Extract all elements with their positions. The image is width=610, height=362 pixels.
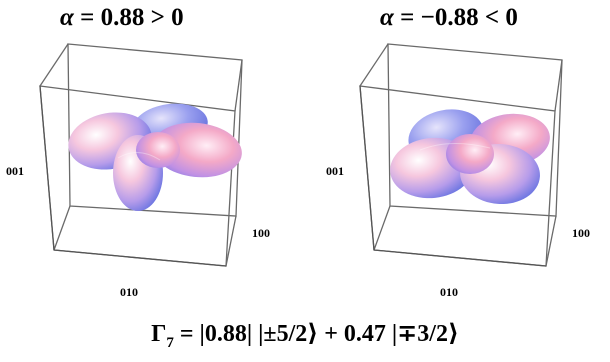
orbital-3d-plot [39, 43, 243, 267]
orbital-3d-plot [359, 43, 563, 267]
title-alpha-positive: α = 0.88 > 0 [60, 4, 184, 32]
axis-label-100: 100 [572, 226, 590, 240]
axis-label-001: 001 [326, 164, 344, 178]
orbital-surface [68, 103, 242, 211]
orbital-plot-alpha-negative: 001 010 100 [326, 38, 600, 308]
axis-label-010: 010 [120, 285, 138, 299]
title-value: = −0.88 < 0 [393, 4, 518, 31]
axis-label-100: 100 [252, 226, 270, 240]
gamma-symbol: Γ [151, 321, 167, 347]
axis-label-010: 010 [440, 285, 458, 299]
gamma-subscript: 7 [166, 334, 174, 351]
alpha-symbol: α [60, 4, 74, 31]
axis-label-001: 001 [6, 164, 24, 178]
formula-expression: = |0.88| |±5/2⟩ + 0.47 |∓3/2⟩ [173, 321, 459, 347]
alpha-symbol: α [380, 4, 394, 31]
title-value: = 0.88 > 0 [73, 4, 184, 31]
orbital-plot-alpha-positive: 001 010 100 [6, 38, 280, 308]
wavefunction-formula: Γ7 = |0.88| |±5/2⟩ + 0.47 |∓3/2⟩ [0, 318, 610, 352]
title-alpha-negative: α = −0.88 < 0 [380, 4, 518, 32]
orbital-surface [390, 109, 550, 205]
